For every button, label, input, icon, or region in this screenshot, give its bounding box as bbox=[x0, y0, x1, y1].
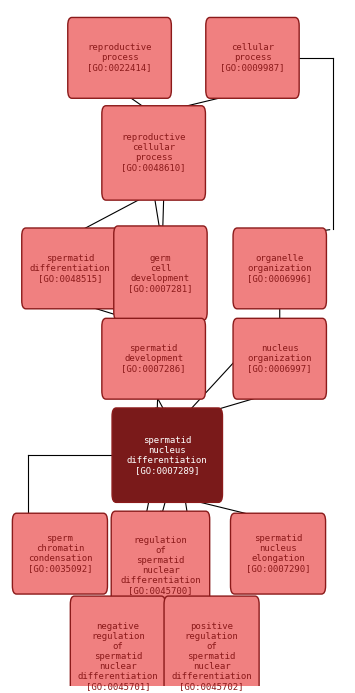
Text: regulation
of
spermatid
nuclear
differentiation
[GO:0045700]: regulation of spermatid nuclear differen… bbox=[120, 536, 201, 595]
FancyBboxPatch shape bbox=[164, 596, 259, 693]
Text: sperm
chromatin
condensation
[GO:0035092]: sperm chromatin condensation [GO:0035092… bbox=[28, 534, 92, 573]
FancyBboxPatch shape bbox=[114, 226, 207, 320]
Text: positive
regulation
of
spermatid
nuclear
differentiation
[GO:0045702]: positive regulation of spermatid nuclear… bbox=[171, 622, 252, 692]
Text: spermatid
nucleus
differentiation
[GO:0007289]: spermatid nucleus differentiation [GO:00… bbox=[127, 436, 208, 475]
FancyBboxPatch shape bbox=[70, 596, 165, 693]
Text: nucleus
organization
[GO:0006997]: nucleus organization [GO:0006997] bbox=[247, 344, 312, 374]
FancyBboxPatch shape bbox=[68, 17, 171, 98]
Text: cellular
process
[GO:0009987]: cellular process [GO:0009987] bbox=[220, 44, 285, 72]
FancyBboxPatch shape bbox=[102, 318, 206, 399]
Text: spermatid
nucleus
elongation
[GO:0007290]: spermatid nucleus elongation [GO:0007290… bbox=[246, 534, 310, 573]
Text: spermatid
development
[GO:0007286]: spermatid development [GO:0007286] bbox=[121, 344, 186, 374]
Text: negative
regulation
of
spermatid
nuclear
differentiation
[GO:0045701]: negative regulation of spermatid nuclear… bbox=[77, 622, 158, 692]
FancyBboxPatch shape bbox=[102, 106, 206, 200]
Text: organelle
organization
[GO:0006996]: organelle organization [GO:0006996] bbox=[247, 254, 312, 283]
Text: reproductive
cellular
process
[GO:0048610]: reproductive cellular process [GO:004861… bbox=[121, 133, 186, 173]
FancyBboxPatch shape bbox=[233, 228, 327, 309]
FancyBboxPatch shape bbox=[230, 514, 326, 594]
FancyBboxPatch shape bbox=[206, 17, 299, 98]
FancyBboxPatch shape bbox=[111, 511, 210, 619]
FancyBboxPatch shape bbox=[12, 514, 108, 594]
FancyBboxPatch shape bbox=[233, 318, 327, 399]
FancyBboxPatch shape bbox=[22, 228, 119, 309]
Text: germ
cell
development
[GO:0007281]: germ cell development [GO:0007281] bbox=[128, 254, 193, 292]
Text: spermatid
differentiation
[GO:0048515]: spermatid differentiation [GO:0048515] bbox=[30, 254, 110, 283]
FancyBboxPatch shape bbox=[112, 408, 223, 502]
Text: reproductive
process
[GO:0022414]: reproductive process [GO:0022414] bbox=[87, 44, 152, 72]
